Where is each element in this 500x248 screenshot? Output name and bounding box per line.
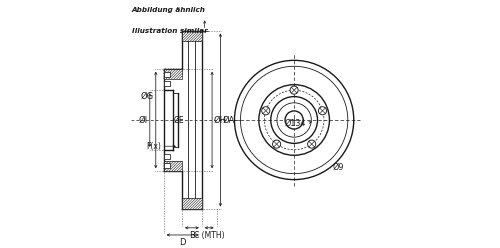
Circle shape (272, 140, 280, 148)
Bar (164, 154, 170, 159)
Text: D: D (180, 238, 186, 247)
Text: B: B (189, 231, 195, 240)
Text: C (MTH): C (MTH) (194, 231, 224, 240)
Text: ØA: ØA (223, 116, 235, 124)
Text: ØE: ØE (174, 116, 184, 124)
Circle shape (290, 86, 298, 94)
Bar (182, 31, 202, 41)
Bar (164, 72, 170, 77)
Text: ØH: ØH (214, 116, 227, 124)
Circle shape (308, 140, 316, 148)
Circle shape (318, 107, 326, 115)
Circle shape (262, 107, 270, 115)
Text: F(x): F(x) (146, 142, 162, 151)
Bar (164, 161, 182, 171)
Text: Ø134: Ø134 (284, 119, 306, 128)
Bar (164, 69, 182, 79)
Text: ØI: ØI (139, 116, 148, 124)
Text: Ø9: Ø9 (333, 163, 344, 172)
Text: Abbildung ähnlich: Abbildung ähnlich (132, 7, 206, 13)
Text: ØG: ØG (140, 92, 154, 101)
Bar (164, 163, 170, 168)
Bar (164, 81, 170, 86)
Circle shape (285, 111, 303, 129)
Text: Illustration similar: Illustration similar (132, 28, 208, 34)
Bar (182, 198, 202, 210)
